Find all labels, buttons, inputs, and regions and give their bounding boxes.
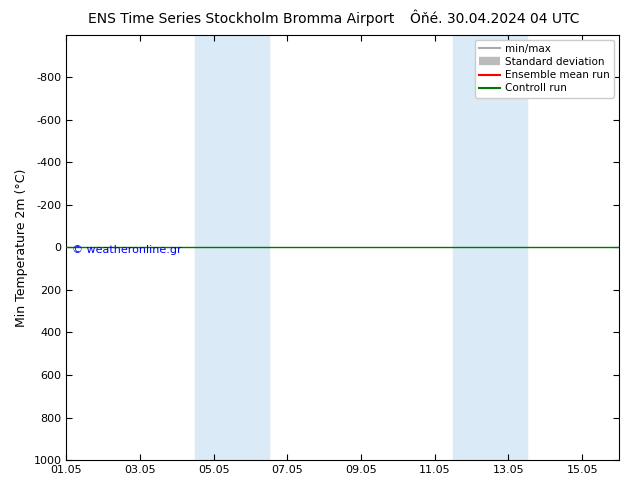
Text: Ôňé. 30.04.2024 04 UTC: Ôňé. 30.04.2024 04 UTC bbox=[410, 12, 579, 26]
Bar bbox=[453, 35, 527, 460]
Legend: min/max, Standard deviation, Ensemble mean run, Controll run: min/max, Standard deviation, Ensemble me… bbox=[475, 40, 614, 98]
Text: © weatheronline.gr: © weatheronline.gr bbox=[72, 245, 181, 255]
Text: ENS Time Series Stockholm Bromma Airport: ENS Time Series Stockholm Bromma Airport bbox=[87, 12, 394, 26]
Bar bbox=[195, 35, 269, 460]
Y-axis label: Min Temperature 2m (°C): Min Temperature 2m (°C) bbox=[15, 168, 28, 326]
